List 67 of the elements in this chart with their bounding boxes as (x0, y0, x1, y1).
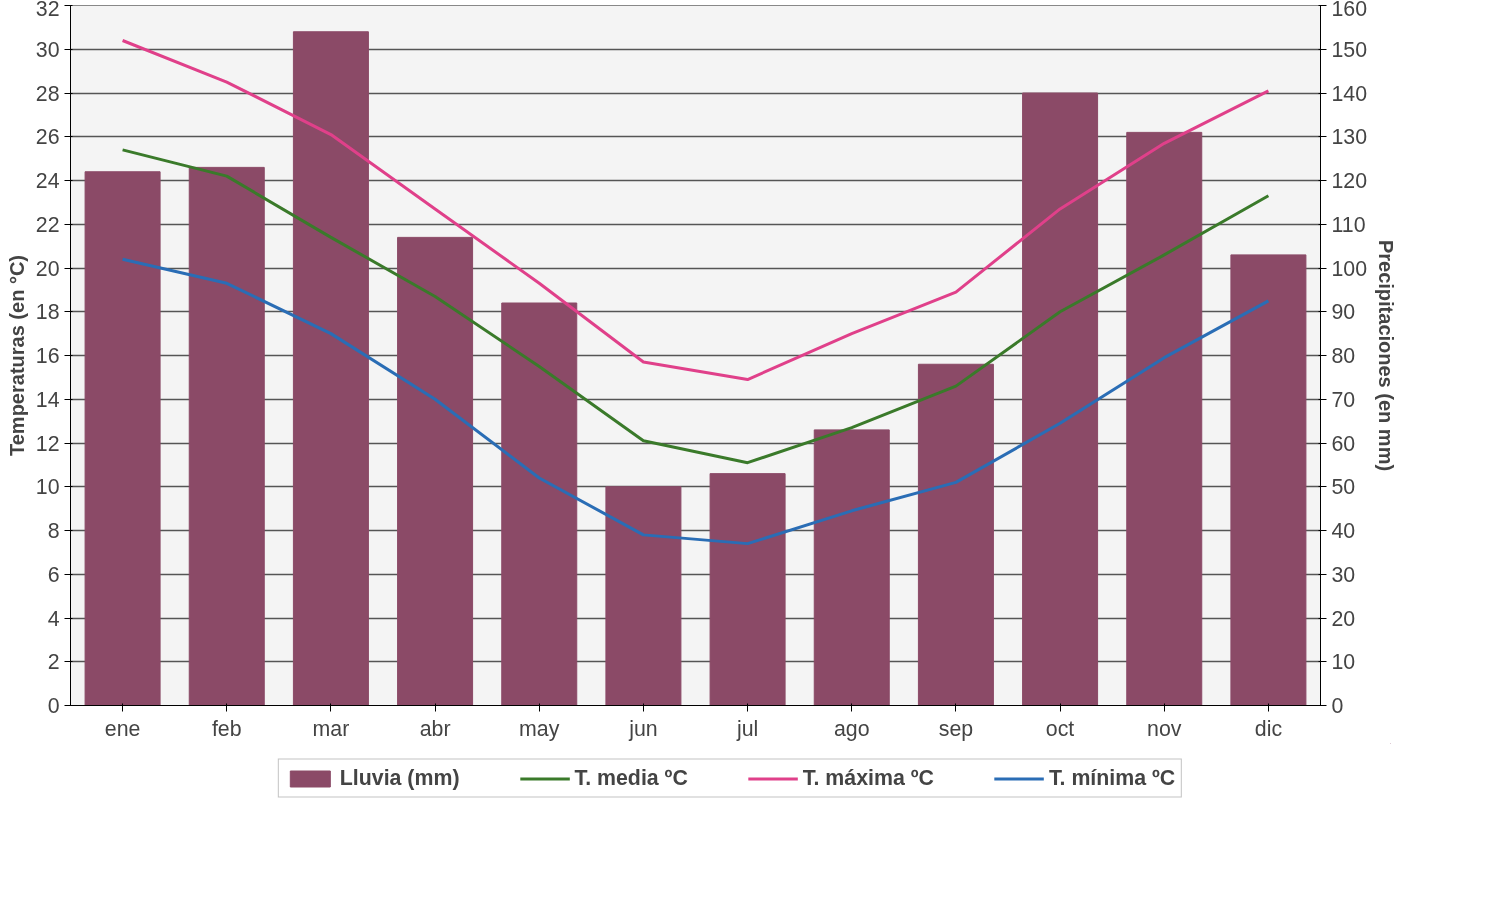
bar (709, 473, 786, 706)
y-tick-label: 4 (47, 606, 60, 631)
y-tick-label: 30 (35, 37, 60, 62)
bar (188, 166, 265, 706)
y2-tick-label: 90 (1331, 300, 1356, 325)
y2-tick-label: 120 (1331, 169, 1368, 193)
y-axis-title: Temperaturas (en °C) (5, 254, 28, 456)
x-tick-label: oct (1045, 716, 1075, 741)
x-tick-label: ene (104, 716, 141, 741)
y-tick-label: 16 (35, 344, 60, 368)
x-tick-label: mar (312, 716, 350, 741)
y2-tick-label: 130 (1331, 125, 1368, 150)
bar (605, 486, 682, 706)
y2-axis-title: Precipitaciones (en mm) (1375, 239, 1398, 472)
legend-label: T. mínima ºC (1048, 765, 1176, 791)
legend-label: T. media ºC (574, 765, 688, 791)
y-tick-label: 32 (35, 0, 60, 21)
y2-tick-label: 80 (1331, 344, 1356, 368)
x-tick-label: may (519, 716, 560, 741)
x-tick-label: ago (833, 716, 870, 741)
x-tick-label: jun (628, 716, 658, 741)
bar (84, 171, 161, 706)
y-tick-label: 18 (35, 300, 60, 325)
y2-tick-label: 10 (1331, 650, 1356, 675)
x-tick-label: nov (1147, 716, 1182, 741)
line-series (121, 148, 1270, 465)
bar (1230, 254, 1307, 706)
y2-tick-label: 160 (1331, 0, 1368, 21)
y2-tick-label: 50 (1331, 475, 1356, 500)
y-tick-label: 6 (47, 562, 60, 587)
bar (813, 429, 890, 706)
bar (1022, 92, 1099, 706)
y2-tick-label: 60 (1331, 431, 1356, 456)
bar (397, 236, 474, 706)
y2-tick-label: 140 (1331, 81, 1368, 106)
y-tick-label: 0 (47, 694, 60, 718)
legend-label: Lluvia (mm) (339, 765, 460, 791)
y-tick-label: 12 (35, 431, 60, 456)
x-tick-label: dic (1254, 716, 1283, 741)
line-series (121, 257, 1270, 546)
y2-tick-label: 110 (1331, 212, 1366, 237)
y-tick-label: 10 (35, 475, 60, 500)
y-tick-label: 8 (47, 519, 60, 543)
y2-tick-label: 100 (1331, 256, 1368, 281)
y2-tick-label: 0 (1331, 694, 1344, 718)
x-tick-label: jul (735, 716, 759, 741)
x-tick-label: feb (211, 716, 242, 741)
bar (1126, 131, 1203, 706)
y-tick-label: 22 (35, 212, 60, 237)
x-tick-label: sep (938, 716, 974, 741)
y-tick-label: 2 (47, 650, 60, 675)
bar (917, 363, 994, 706)
legend-label: T. máxima ºC (802, 765, 934, 791)
y2-tick-label: 20 (1331, 606, 1356, 631)
x-tick-label: abr (419, 716, 451, 741)
y2-tick-label: 150 (1331, 37, 1368, 62)
line-series (121, 39, 1270, 382)
y-tick-label: 28 (35, 81, 60, 106)
y2-tick-label: 30 (1331, 562, 1356, 587)
y-tick-label: 24 (35, 169, 60, 193)
y-tick-label: 14 (35, 387, 60, 412)
y-tick-label: 26 (35, 125, 60, 150)
y2-tick-label: 70 (1331, 387, 1356, 412)
y-tick-label: 20 (35, 256, 60, 281)
bar (292, 31, 369, 706)
y2-tick-label: 40 (1331, 519, 1356, 543)
bar (501, 302, 578, 706)
